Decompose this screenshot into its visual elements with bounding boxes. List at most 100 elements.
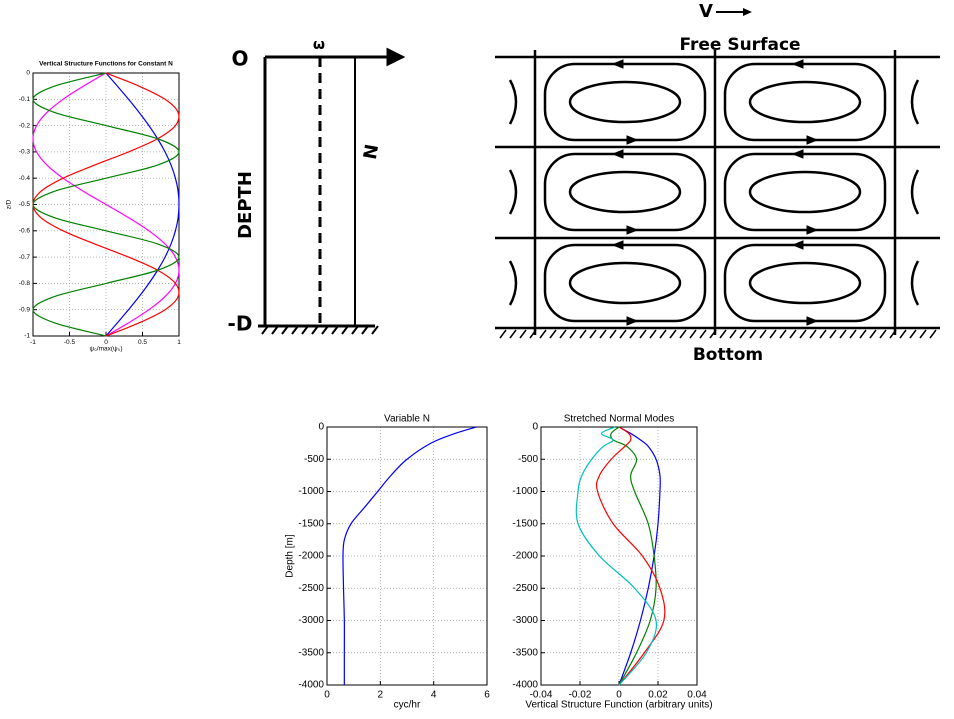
flow-arrow [791, 240, 804, 250]
y-tick-label: -1 [24, 333, 30, 340]
side-bracket [508, 260, 518, 306]
y-tick-label: 0 [318, 422, 324, 433]
chart-title: Vertical Structure Functions for Constan… [39, 61, 173, 68]
y-tick-label: -2500 [298, 583, 324, 594]
flow-arrow [806, 135, 819, 145]
cell-inner-loop [748, 80, 862, 124]
series-line [342, 426, 477, 685]
hatching [499, 329, 937, 339]
x-tick-label: 6 [484, 690, 490, 701]
y-tick-label: -1500 [298, 518, 324, 529]
flow-arrow [626, 316, 639, 326]
y-tick-label: 0 [532, 422, 538, 433]
x-tick-label: -1 [30, 339, 36, 346]
series-line [32, 72, 180, 337]
side-bracket [910, 169, 920, 215]
x-tick-label: 2 [378, 690, 384, 701]
flow-arrow [806, 225, 819, 235]
x-tick-label: 0.5 [138, 339, 147, 346]
y-tick-label: -500 [518, 454, 538, 465]
bottom-label: -D [228, 312, 253, 336]
cell-diagram [495, 50, 940, 339]
surface-label: O [231, 47, 248, 71]
cell-loop [723, 243, 887, 323]
series-line [595, 426, 666, 686]
hatching [261, 325, 379, 335]
y-tick-label: -0.4 [19, 175, 31, 182]
cell-loop [723, 62, 887, 142]
omega-label: ω [313, 37, 325, 53]
flow-arrow [626, 225, 639, 235]
cell-inner-loop [568, 80, 682, 124]
chart-title: Variable N [384, 414, 430, 425]
velocity-label: V [699, 1, 713, 22]
depth-diagram [258, 47, 406, 335]
cell-loop [543, 243, 707, 323]
y-tick-label: -0.8 [19, 280, 31, 287]
side-bracket [508, 79, 518, 125]
y-tick-label: -0.3 [19, 149, 31, 156]
x-tick-label: -0.02 [569, 690, 592, 701]
cell-loop [543, 152, 707, 232]
cell-inner-loop [748, 261, 862, 305]
x-tick-label: 0.02 [648, 690, 668, 701]
flow-arrow [626, 135, 639, 145]
y-tick-label: -2000 [298, 551, 324, 562]
depth-label: DEPTH [235, 171, 256, 239]
y-axis-label: Depth [m] [285, 534, 296, 578]
y-tick-label: -1500 [512, 518, 538, 529]
x-tick-label: -0.5 [64, 339, 76, 346]
series-line [618, 426, 661, 686]
y-tick-label: -3500 [512, 647, 538, 658]
x-tick-label: 0.04 [687, 690, 707, 701]
x-axis-label: ψ₀/max(ψ₀) [89, 346, 122, 353]
y-tick-label: -500 [304, 454, 324, 465]
y-tick-label: -3000 [298, 615, 324, 626]
series-line [105, 72, 180, 337]
flow-arrow [791, 59, 804, 69]
y-tick-label: -3000 [512, 615, 538, 626]
y-tick-label: -4000 [512, 680, 538, 691]
x-tick-label: -0.04 [530, 690, 553, 701]
x-axis-label: Vertical Structure Function (arbitrary u… [525, 700, 712, 711]
y-tick-label: -4000 [298, 680, 324, 691]
y-tick-label: 0 [26, 70, 30, 77]
flow-arrow [611, 240, 624, 250]
x-tick-label: 4 [431, 690, 437, 701]
arrow-head [386, 47, 406, 67]
cell-inner-loop [568, 261, 682, 305]
y-tick-label: -0.7 [19, 254, 31, 261]
y-tick-label: -0.1 [19, 96, 31, 103]
x-tick-label: 1 [177, 339, 181, 346]
y-tick-label: -0.2 [19, 122, 31, 129]
side-bracket [508, 169, 518, 215]
arrow-head [743, 8, 752, 16]
x-axis-label: cyc/hr [394, 700, 421, 711]
y-tick-label: -1000 [298, 486, 324, 497]
x-tick-label: 0 [616, 690, 622, 701]
flow-arrow [791, 149, 804, 159]
chart-title: Stretched Normal Modes [564, 414, 675, 425]
n-label: N [360, 143, 383, 161]
side-bracket [910, 260, 920, 306]
y-tick-label: -0.9 [19, 306, 31, 313]
x-tick-label: 0 [324, 690, 330, 701]
side-bracket [910, 79, 920, 125]
cell-loop [543, 62, 707, 142]
cell-loop [723, 152, 887, 232]
top-label: Free Surface [679, 35, 800, 55]
y-tick-label: -1000 [512, 486, 538, 497]
y-tick-label: -0.5 [19, 201, 31, 208]
series-line [575, 426, 658, 686]
series-line [32, 72, 180, 337]
flow-arrow [611, 149, 624, 159]
y-axis-label: z/D [6, 199, 13, 209]
cell-inner-loop [748, 170, 862, 214]
y-tick-label: -0.6 [19, 228, 31, 235]
y-tick-label: -2000 [512, 551, 538, 562]
axes-box [326, 426, 488, 686]
bottom-label: Bottom [693, 345, 763, 365]
y-tick-label: -2500 [512, 583, 538, 594]
